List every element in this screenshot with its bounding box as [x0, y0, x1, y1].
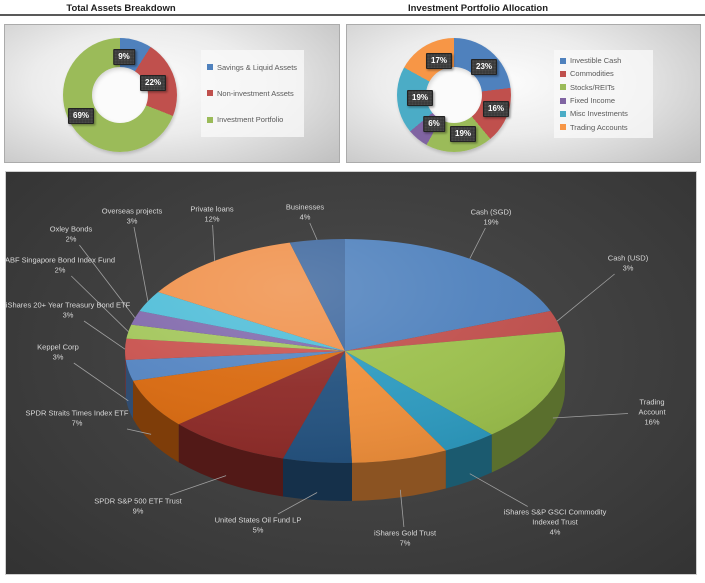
legend-marker-icon: [560, 84, 566, 91]
legend-label: Fixed Income: [570, 96, 616, 106]
legend-marker-icon: [560, 110, 566, 117]
portfolio-allocation-donut-hole: [426, 67, 482, 123]
legend-label: Investible Cash: [570, 56, 622, 66]
legend-item[interactable]: Commodities: [560, 69, 647, 78]
legend-label: Savings & Liquid Assets: [217, 62, 298, 72]
legend-item[interactable]: Investment Portfolio: [207, 115, 298, 124]
legend-marker-icon: [207, 116, 213, 123]
legend-label: Misc Investments: [570, 109, 628, 119]
legend-label: Trading Accounts: [570, 122, 628, 132]
legend-marker-icon: [207, 90, 213, 97]
legend-marker-icon: [207, 64, 213, 71]
legend-item[interactable]: Non-investment Assets: [207, 89, 298, 98]
portfolio-detail-pie-panel[interactable]: Cash (SGD) 19% Cash (USD) 3% Trading Account…: [5, 171, 697, 575]
legend-item[interactable]: Investible Cash: [560, 56, 647, 65]
portfolio-allocation-chart-panel[interactable]: 23% 16% 19% 6% 19% 17% Investible Cash Commodi…: [346, 24, 701, 163]
legend-item[interactable]: Misc Investments: [560, 109, 647, 118]
total-assets-title: Total Assets Breakdown: [66, 3, 176, 14]
legend-item[interactable]: Savings & Liquid Assets: [207, 63, 298, 72]
legend-item[interactable]: Stocks/REITs: [560, 83, 647, 92]
legend-item[interactable]: Trading Accounts: [560, 123, 647, 132]
legend-marker-icon: [560, 97, 566, 104]
legend-marker-icon: [560, 57, 566, 64]
legend-label: Stocks/REITs: [570, 82, 615, 92]
legend-marker-icon: [560, 124, 566, 131]
legend-marker-icon: [560, 70, 566, 77]
total-assets-donut-hole: [92, 67, 148, 123]
legend-item[interactable]: Fixed Income: [560, 96, 647, 105]
legend-label: Investment Portfolio: [217, 115, 284, 125]
legend-label: Non-investment Assets: [217, 88, 294, 98]
total-assets-legend[interactable]: Savings & Liquid Assets Non-investment As…: [201, 50, 304, 137]
total-assets-chart-panel[interactable]: 9% 22% 69% Savings & Liquid Assets Non-inve…: [4, 24, 340, 163]
portfolio-allocation-legend[interactable]: Investible Cash Commodities Stocks/REITs Fi…: [554, 50, 653, 138]
legend-label: Commodities: [570, 69, 614, 79]
portfolio-detail-3d-pie[interactable]: [6, 172, 697, 575]
header-row: Total Assets Breakdown Investment Portfo…: [0, 0, 705, 16]
portfolio-allocation-title: Investment Portfolio Allocation: [407, 3, 549, 14]
